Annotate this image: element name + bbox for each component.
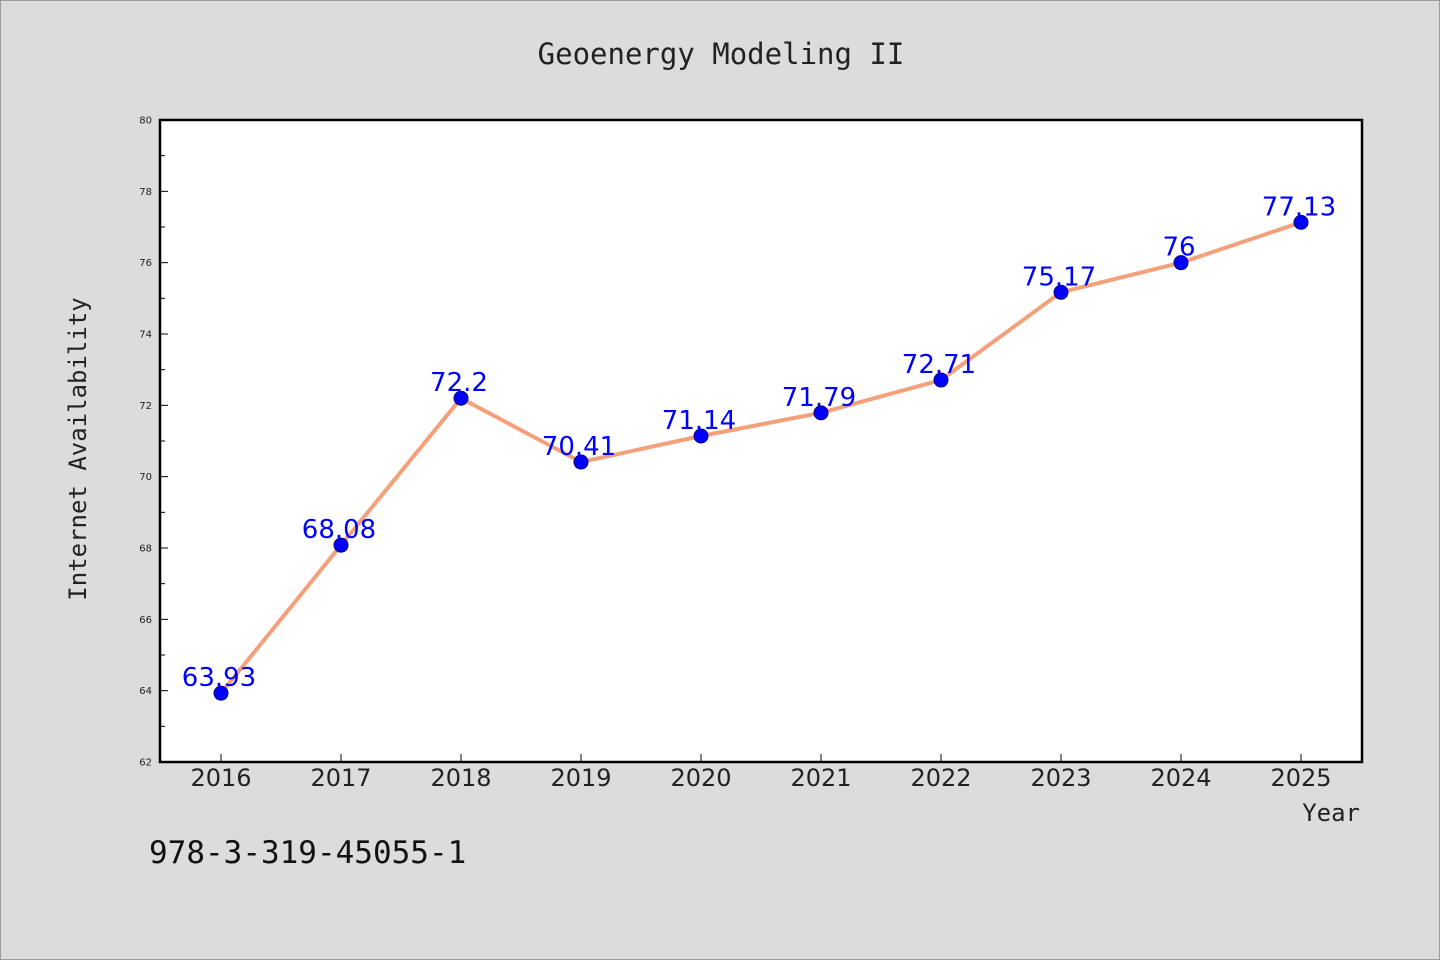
data-label: 76	[1162, 233, 1195, 263]
data-label: 72.2	[430, 368, 488, 398]
data-label: 70.41	[542, 432, 616, 462]
y-axis: 62 64 66 68 70 72 74 76 78 80	[139, 116, 168, 769]
x-tick-label: 2017	[310, 764, 371, 792]
data-point	[1293, 214, 1309, 230]
data-point	[573, 454, 589, 470]
x-axis-label: Year	[1302, 799, 1360, 827]
y-tick-label: 78	[139, 187, 152, 198]
series-layer: 63.93 68.08 72.2 70.41 71.14 71.79 72.71 75.17 7…	[182, 192, 1336, 701]
y-axis-label: Internet Availability	[64, 297, 92, 600]
x-tick-label: 2024	[1150, 764, 1211, 792]
data-label: 71.14	[662, 406, 736, 436]
data-label: 68.08	[302, 515, 376, 545]
data-point	[693, 428, 709, 444]
y-tick-label: 70	[139, 472, 152, 483]
data-label: 72.71	[902, 350, 976, 380]
y-tick-label: 80	[139, 116, 152, 127]
data-point	[1173, 255, 1189, 271]
y-tick-label: 76	[139, 258, 152, 269]
y-tick-label: 64	[139, 686, 152, 697]
x-tick-label: 2021	[790, 764, 851, 792]
data-point	[453, 390, 469, 406]
chart-title: Geoenergy Modeling II	[538, 37, 905, 71]
data-label: 75.17	[1022, 262, 1096, 292]
data-label: 77.13	[1262, 192, 1336, 222]
series-line	[219, 220, 1302, 695]
x-tick-label: 2023	[1030, 764, 1091, 792]
data-point	[213, 685, 229, 701]
x-tick-label: 2019	[550, 764, 611, 792]
x-axis: 2016 2017 2018 2019 2020 2021 2022 2023 2024 2025	[190, 754, 1332, 792]
footer-code: 978-3-319-45055-1	[149, 835, 467, 871]
data-point	[1053, 284, 1069, 300]
y-tick-label: 66	[139, 615, 152, 626]
data-label: 63.93	[182, 663, 256, 693]
x-tick-label: 2018	[430, 764, 491, 792]
data-label: 71.79	[782, 383, 856, 413]
y-tick-label: 72	[139, 401, 152, 412]
plot-area	[158, 118, 1364, 764]
y-tick-label: 74	[139, 330, 152, 341]
data-point	[933, 372, 949, 388]
y-tick-label: 62	[139, 758, 152, 769]
x-tick-label: 2022	[910, 764, 971, 792]
y-tick-label: 68	[139, 544, 152, 555]
data-point	[333, 537, 349, 553]
data-point	[813, 405, 829, 421]
x-tick-label: 2020	[670, 764, 731, 792]
x-tick-label: 2016	[190, 764, 251, 792]
x-tick-label: 2025	[1270, 764, 1331, 792]
